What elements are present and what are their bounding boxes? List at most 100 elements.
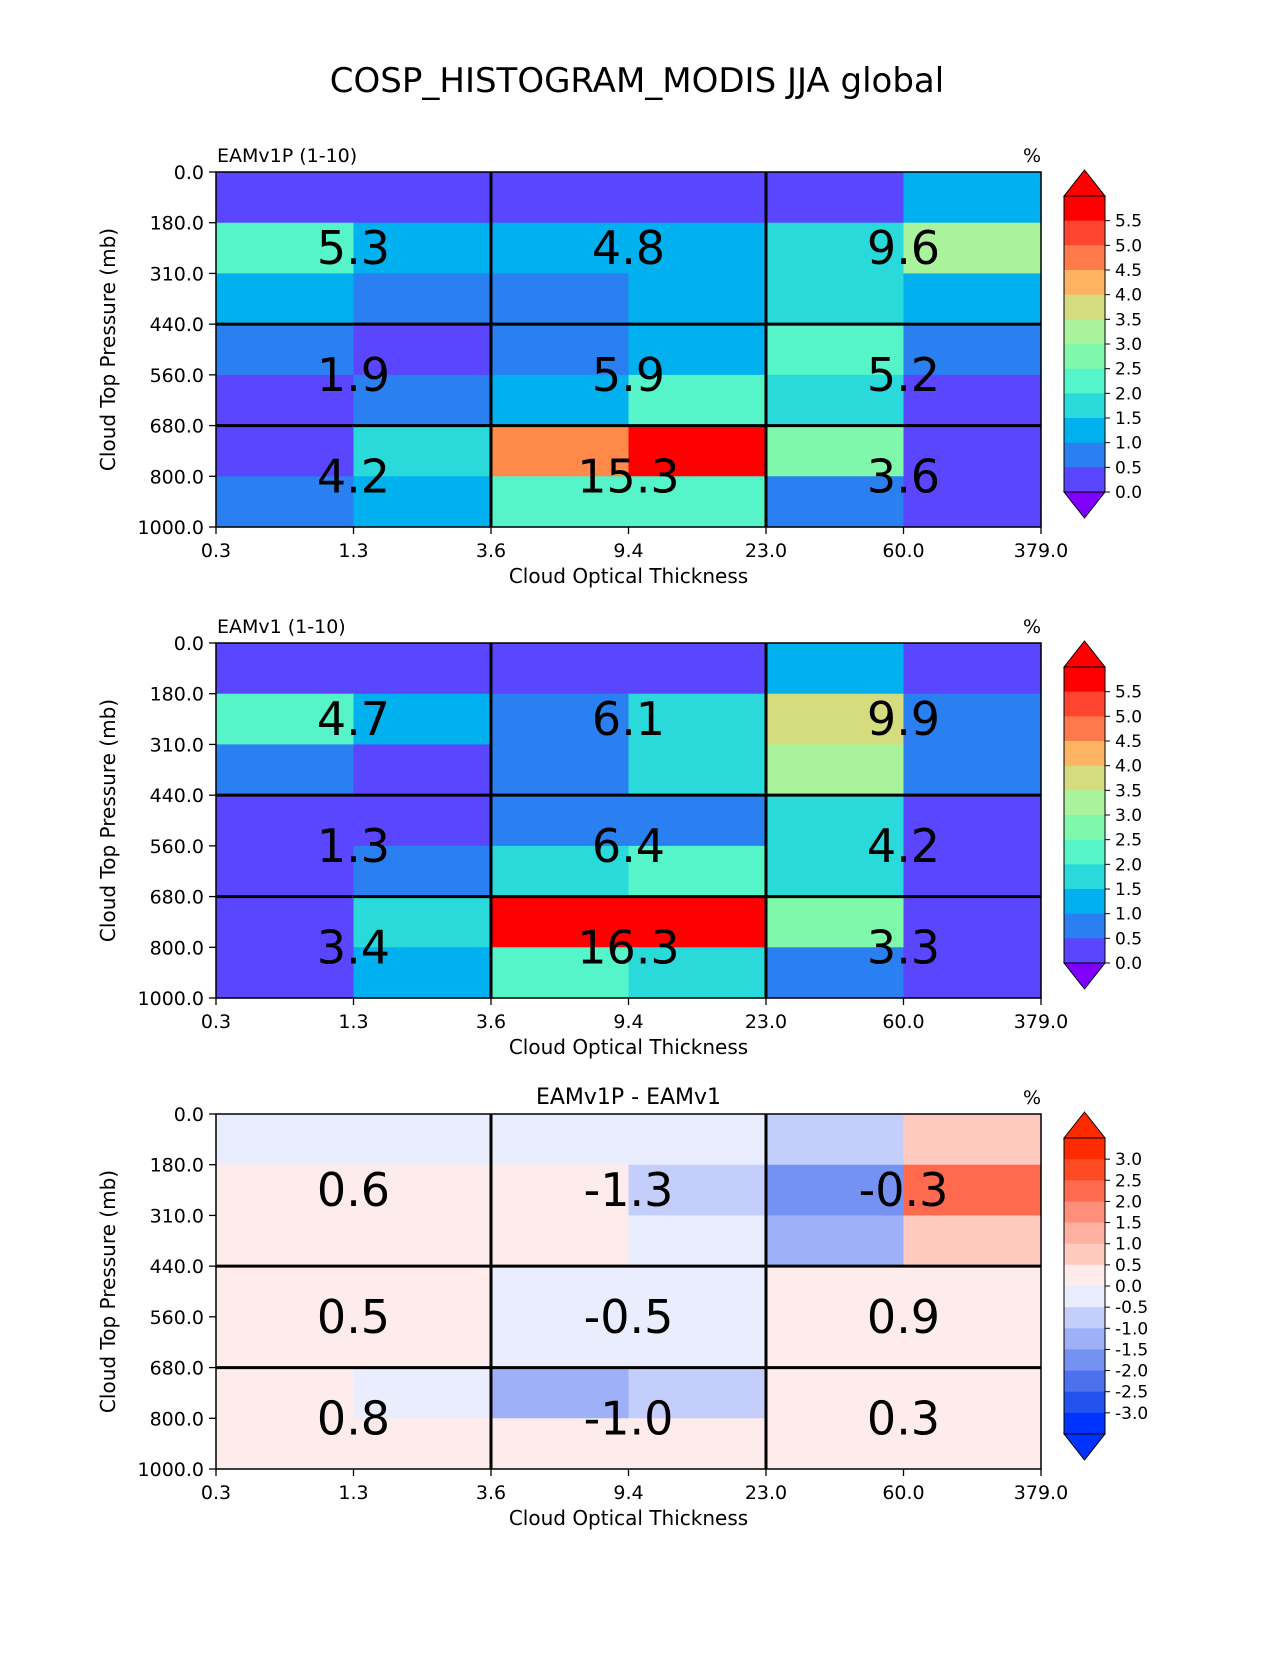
heatmap-cell — [628, 172, 767, 224]
colorbar-tick-label: 4.0 — [1115, 286, 1142, 306]
heatmap-cell — [903, 1164, 1042, 1217]
x-tick-label: 9.4 — [613, 1011, 643, 1033]
block-value-label: -1.3 — [584, 1163, 674, 1217]
heatmap-cell — [628, 1418, 767, 1470]
colorbar-swatch — [1064, 691, 1105, 717]
x-tick-label: 9.4 — [613, 540, 643, 562]
heatmap-cell — [491, 1367, 630, 1419]
heatmap-cell — [353, 795, 492, 847]
heatmap-cell — [628, 1367, 767, 1419]
block-value-label: 5.9 — [592, 348, 665, 402]
block-value-label: 3.3 — [867, 920, 940, 974]
block-value-label: 4.2 — [317, 449, 390, 503]
heatmap-cell — [491, 845, 630, 898]
heatmap-cell — [766, 643, 905, 695]
colorbar-tick-label: 3.0 — [1115, 335, 1142, 355]
panel-title: EAMv1P (1-10) — [217, 145, 357, 167]
heatmap-cell — [491, 1266, 630, 1318]
colorbar-under-extension — [1062, 1433, 1107, 1461]
units-label: % — [1023, 616, 1041, 638]
colorbar-tick-label: 0.0 — [1115, 483, 1142, 503]
colorbar-swatch — [1064, 319, 1105, 345]
units-label: % — [1023, 145, 1041, 167]
units-label: % — [1023, 1087, 1041, 1109]
heatmap-cell — [353, 896, 492, 948]
heatmap-cell — [491, 222, 630, 275]
panel-3: 0.6 -1.3 -0.3 0.5 -0.5 0.9 0.8 -1.0 0.3 0.3 1.3 3.6… — [96, 1085, 1148, 1530]
heatmap-cell — [491, 425, 630, 477]
x-axis-label: Cloud Optical Thickness — [509, 1506, 748, 1530]
colorbar-tick-label: 2.5 — [1115, 1171, 1142, 1191]
heatmap-cell — [216, 172, 355, 224]
block-value-label: 0.6 — [317, 1163, 390, 1217]
colorbar-swatch — [1064, 1370, 1105, 1393]
colorbar-tick-label: -2.0 — [1115, 1362, 1148, 1382]
colorbar-swatch — [1064, 741, 1105, 767]
heatmap-cell — [628, 374, 767, 427]
heatmap-cell — [766, 1114, 905, 1166]
heatmap-cell — [491, 795, 630, 847]
y-tick-label: 800.0 — [150, 937, 204, 959]
block-value-label: 5.2 — [867, 348, 940, 402]
heatmap-cell — [491, 324, 630, 376]
colorbar-tick-label: 2.5 — [1115, 831, 1142, 851]
heatmap-cell — [353, 1266, 492, 1318]
heatmap-cell — [903, 1266, 1042, 1318]
x-tick-label: 3.6 — [476, 1011, 506, 1033]
heatmap-cell — [903, 476, 1042, 528]
heatmap-cell — [628, 744, 767, 796]
colorbar-swatch — [1064, 442, 1105, 468]
block-value-label: 5.3 — [317, 221, 390, 275]
colorbar-tick-label: -1.0 — [1115, 1319, 1148, 1339]
heatmap-cell — [491, 1316, 630, 1369]
heatmap-cell — [628, 425, 767, 477]
heatmap-cell — [353, 744, 492, 796]
x-tick-label: 3.6 — [476, 1482, 506, 1504]
heatmap-cell — [353, 845, 492, 898]
colorbar-swatch — [1064, 368, 1105, 394]
heatmap-cell — [491, 273, 630, 325]
colorbar-swatch — [1064, 864, 1105, 890]
colorbar-under-extension — [1062, 491, 1107, 519]
y-tick-label: 680.0 — [150, 887, 204, 909]
y-tick-label: 310.0 — [150, 263, 204, 285]
heatmap-cell — [903, 896, 1042, 948]
colorbar-tick-label: 3.5 — [1115, 781, 1142, 801]
heatmap-cell — [353, 947, 492, 999]
heatmap-cell — [353, 222, 492, 275]
x-axis-label: Cloud Optical Thickness — [509, 564, 748, 588]
colorbar-swatch — [1064, 1138, 1105, 1160]
x-tick-label: 0.3 — [201, 1011, 231, 1033]
x-tick-label: 23.0 — [745, 540, 787, 562]
heatmap-cell — [766, 172, 905, 224]
y-tick-label: 560.0 — [150, 836, 204, 858]
heatmap-cell — [903, 744, 1042, 796]
heatmap-cell — [628, 896, 767, 948]
colorbar-over-extension — [1062, 640, 1107, 668]
heatmap-cell — [766, 795, 905, 847]
colorbar-swatch — [1064, 294, 1105, 320]
y-tick-label: 180.0 — [150, 1155, 204, 1177]
block-value-label: 3.4 — [317, 920, 390, 974]
y-tick-label: 800.0 — [150, 1408, 204, 1430]
colorbar-tick-label: 5.0 — [1115, 236, 1142, 256]
y-tick-label: 560.0 — [150, 1307, 204, 1329]
colorbar-under-extension — [1062, 962, 1107, 990]
heatmap-cell — [216, 374, 355, 427]
heatmap-cell — [766, 273, 905, 325]
colorbar-tick-label: 4.0 — [1115, 757, 1142, 777]
colorbar-swatch — [1064, 1201, 1105, 1224]
heatmap-cell — [491, 1114, 630, 1166]
colorbar-swatch — [1064, 344, 1105, 370]
heatmap-cell — [903, 845, 1042, 898]
x-tick-label: 23.0 — [745, 1011, 787, 1033]
heatmap-cell — [628, 1266, 767, 1318]
y-axis-label: Cloud Top Pressure (mb) — [96, 699, 120, 942]
heatmap-cell — [766, 744, 905, 796]
heatmap-cell — [216, 845, 355, 898]
colorbar-tick-label: -2.5 — [1115, 1383, 1148, 1403]
colorbar-tick-label: 0.0 — [1115, 1277, 1142, 1297]
y-tick-label: 560.0 — [150, 365, 204, 387]
